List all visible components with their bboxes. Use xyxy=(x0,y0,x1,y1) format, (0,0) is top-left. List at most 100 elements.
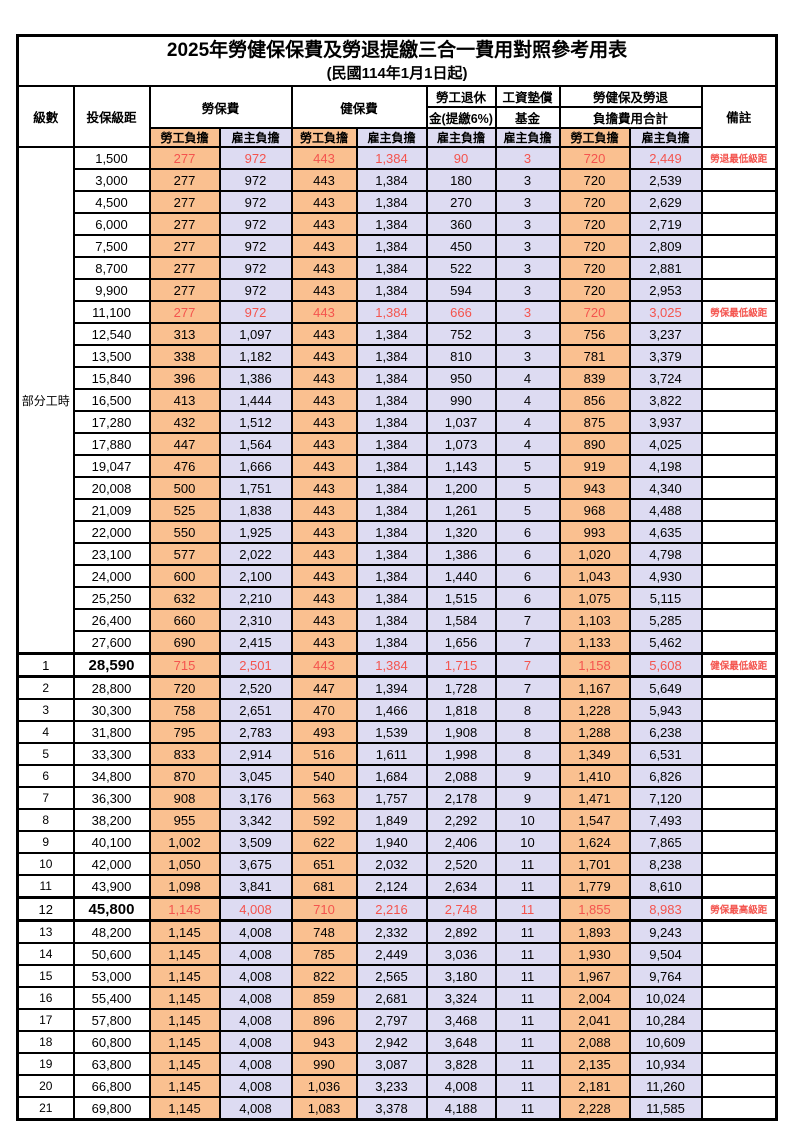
health-employee-cell: 443 xyxy=(290,256,358,280)
labor-employee-cell: 908 xyxy=(148,786,221,810)
table-row: 26,400 660 2,310 443 1,384 1,584 7 1,103 5,285 xyxy=(18,608,778,632)
labor-employee-cell: 338 xyxy=(148,344,221,368)
wage-fund-employer-cell: 6 xyxy=(494,564,561,588)
pension-employer-cell: 1,818 xyxy=(425,698,497,722)
labor-employee-cell: 277 xyxy=(148,212,221,236)
labor-employer-cell: 4,008 xyxy=(218,1052,293,1076)
level-cell: 11 xyxy=(16,874,75,899)
pension-employer-cell: 4,008 xyxy=(425,1074,497,1098)
pension-employer-cell: 1,037 xyxy=(425,410,497,434)
labor-employer-cell: 2,100 xyxy=(218,564,293,588)
pension-employer-cell: 2,178 xyxy=(425,786,497,810)
bracket-cell: 63,800 xyxy=(72,1052,151,1076)
labor-employee-cell: 1,145 xyxy=(148,1096,221,1121)
wage-fund-employer-cell: 11 xyxy=(494,1008,561,1032)
health-employee-cell: 443 xyxy=(290,234,358,258)
health-employee-cell: 493 xyxy=(290,720,358,744)
health-employee-cell: 443 xyxy=(290,520,358,544)
table-row: 4 31,800 795 2,783 493 1,539 1,908 8 1,288 6,238 xyxy=(16,720,778,744)
labor-employee-cell: 277 xyxy=(148,146,221,170)
total-employer-cell: 4,340 xyxy=(628,476,703,500)
labor-employee-cell: 1,145 xyxy=(148,1008,221,1032)
labor-employer-cell: 3,342 xyxy=(218,808,293,832)
labor-employer-cell: 1,182 xyxy=(218,344,293,368)
table-row: 21,009 525 1,838 443 1,384 1,261 5 968 4,488 xyxy=(18,498,778,522)
wage-fund-employer-cell: 7 xyxy=(494,675,561,700)
bracket-cell: 69,800 xyxy=(72,1096,151,1121)
wage-fund-employer-cell: 10 xyxy=(494,808,561,832)
pension-employer-cell: 450 xyxy=(425,234,497,258)
bracket-cell: 19,047 xyxy=(72,454,151,478)
total-employee-cell: 1,471 xyxy=(558,786,631,810)
level-cell: 6 xyxy=(16,764,75,788)
remark-cell xyxy=(700,190,778,214)
bracket-cell: 48,200 xyxy=(72,919,151,944)
col-subheader-labor-employer: 雇主負擔 xyxy=(218,127,293,148)
wage-fund-employer-cell: 3 xyxy=(494,168,561,192)
remark-cell xyxy=(700,852,778,876)
total-employer-cell: 5,285 xyxy=(628,608,703,632)
total-employer-cell: 4,198 xyxy=(628,454,703,478)
labor-employee-cell: 277 xyxy=(148,234,221,258)
pension-employer-cell: 270 xyxy=(425,190,497,214)
remark-cell xyxy=(700,786,778,810)
labor-employee-cell: 833 xyxy=(148,742,221,766)
health-employee-cell: 443 xyxy=(290,388,358,412)
total-employer-cell: 4,635 xyxy=(628,520,703,544)
table-row: 19,047 476 1,666 443 1,384 1,143 5 919 4,198 xyxy=(18,454,778,478)
total-employer-cell: 5,943 xyxy=(628,698,703,722)
pension-employer-cell: 3,036 xyxy=(425,942,497,966)
remark-cell xyxy=(700,498,778,522)
total-employer-cell: 5,608 xyxy=(628,652,703,678)
level-cell: 5 xyxy=(16,742,75,766)
total-employee-cell: 720 xyxy=(558,168,631,192)
pension-employer-cell: 1,200 xyxy=(425,476,497,500)
wage-fund-employer-cell: 6 xyxy=(494,586,561,610)
col-header-pension-line2: 金(提繳6%) xyxy=(425,106,497,129)
health-employee-cell: 443 xyxy=(290,410,358,434)
labor-employee-cell: 277 xyxy=(148,190,221,214)
table-row: 15,840 396 1,386 443 1,384 950 4 839 3,724 xyxy=(18,366,778,390)
remark-cell xyxy=(700,520,778,544)
health-employer-cell: 1,684 xyxy=(355,764,428,788)
header-row-3: 勞工負擔 雇主負擔 勞工負擔 雇主負擔 雇主負擔 雇主負擔 勞工負擔 雇主負擔 xyxy=(18,127,777,148)
health-employee-cell: 443 xyxy=(290,300,358,324)
total-employee-cell: 890 xyxy=(558,432,631,456)
remark-cell xyxy=(700,564,778,588)
health-employee-cell: 443 xyxy=(290,608,358,632)
labor-employee-cell: 600 xyxy=(148,564,221,588)
wage-fund-employer-cell: 6 xyxy=(494,520,561,544)
table-row: 6,000 277 972 443 1,384 360 3 720 2,719 xyxy=(18,212,778,236)
total-employer-cell: 10,284 xyxy=(628,1008,703,1032)
health-employer-cell: 1,384 xyxy=(355,476,428,500)
health-employee-cell: 443 xyxy=(290,542,358,566)
bracket-cell: 1,500 xyxy=(72,146,151,170)
labor-employer-cell: 4,008 xyxy=(218,942,293,966)
health-employer-cell: 1,384 xyxy=(355,212,428,236)
pension-employer-cell: 950 xyxy=(425,366,497,390)
health-employer-cell: 1,384 xyxy=(355,300,428,324)
total-employer-cell: 4,488 xyxy=(628,498,703,522)
health-employer-cell: 1,466 xyxy=(355,698,428,722)
wage-fund-employer-cell: 8 xyxy=(494,720,561,744)
remark-cell xyxy=(700,808,778,832)
health-employer-cell: 3,378 xyxy=(355,1096,428,1121)
total-employee-cell: 1,228 xyxy=(558,698,631,722)
health-employer-cell: 2,032 xyxy=(355,852,428,876)
wage-fund-employer-cell: 3 xyxy=(494,146,561,170)
bracket-cell: 8,700 xyxy=(72,256,151,280)
wage-fund-employer-cell: 3 xyxy=(494,190,561,214)
labor-employer-cell: 972 xyxy=(218,234,293,258)
total-employer-cell: 8,238 xyxy=(628,852,703,876)
level-cell: 9 xyxy=(16,830,75,854)
level-cell: 14 xyxy=(16,942,75,966)
level-cell: 18 xyxy=(16,1030,75,1054)
health-employer-cell: 1,940 xyxy=(355,830,428,854)
bracket-cell: 15,840 xyxy=(72,366,151,390)
pension-employer-cell: 752 xyxy=(425,322,497,346)
total-employee-cell: 1,167 xyxy=(558,675,631,700)
wage-fund-employer-cell: 9 xyxy=(494,764,561,788)
labor-employee-cell: 870 xyxy=(148,764,221,788)
total-employee-cell: 720 xyxy=(558,146,631,170)
